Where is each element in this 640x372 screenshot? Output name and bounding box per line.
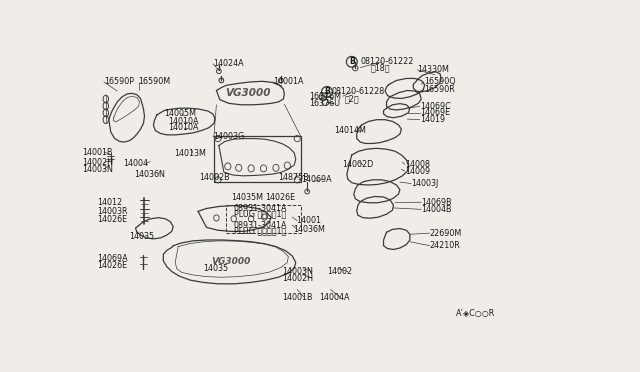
Text: 14009: 14009 xyxy=(405,167,430,176)
Text: 14036M: 14036M xyxy=(293,225,325,234)
Text: 14003N: 14003N xyxy=(282,267,313,276)
Text: 14004A: 14004A xyxy=(319,293,350,302)
Text: B: B xyxy=(324,87,330,96)
Text: 14001B: 14001B xyxy=(282,293,313,302)
Text: 14008: 14008 xyxy=(405,160,430,169)
Text: 14019: 14019 xyxy=(420,115,445,124)
Text: 24210R: 24210R xyxy=(429,241,460,250)
Bar xyxy=(227,205,301,233)
Text: 14003N: 14003N xyxy=(83,165,113,174)
Text: 14001: 14001 xyxy=(296,216,321,225)
Text: 14004: 14004 xyxy=(124,159,148,168)
Text: 14005M: 14005M xyxy=(164,109,196,118)
Text: 08120-61228: 08120-61228 xyxy=(332,87,385,96)
Text: VG3000: VG3000 xyxy=(212,257,251,266)
Bar xyxy=(214,136,301,182)
Text: 14001B: 14001B xyxy=(83,148,113,157)
Text: 14024A: 14024A xyxy=(213,59,244,68)
Text: 14069A: 14069A xyxy=(301,175,332,184)
Text: 14002H: 14002H xyxy=(282,273,314,283)
Text: B: B xyxy=(349,57,355,66)
Text: 14330M: 14330M xyxy=(417,65,449,74)
Text: 22690M: 22690M xyxy=(429,229,462,238)
Text: 16590P: 16590P xyxy=(104,77,134,86)
Text: 14875B: 14875B xyxy=(278,173,309,182)
Text: 14069A: 14069A xyxy=(97,254,128,263)
Text: （18）: （18） xyxy=(370,64,390,73)
Text: A’◈C○○R: A’◈C○○R xyxy=(456,310,495,318)
Text: 14026E: 14026E xyxy=(97,261,127,270)
Text: （2）: （2） xyxy=(344,94,359,103)
Text: 16590Q: 16590Q xyxy=(424,77,455,86)
Text: 14002: 14002 xyxy=(327,267,352,276)
Text: 14035: 14035 xyxy=(129,232,155,241)
Text: 14003G: 14003G xyxy=(213,132,244,141)
Text: 08931-3041A: 08931-3041A xyxy=(234,204,287,213)
Text: 08931-3041A: 08931-3041A xyxy=(234,221,287,230)
Text: 14010A: 14010A xyxy=(168,123,199,132)
Text: 14002B: 14002B xyxy=(199,173,230,182)
Text: VG3000: VG3000 xyxy=(225,88,270,98)
Text: 14035: 14035 xyxy=(203,264,228,273)
Text: 14013M: 14013M xyxy=(174,149,206,158)
Text: 16376M: 16376M xyxy=(310,92,342,101)
Text: 14035M: 14035M xyxy=(231,193,263,202)
Text: PLUG プラグ（1）: PLUG プラグ（1） xyxy=(234,210,286,219)
Text: 14036N: 14036N xyxy=(134,170,165,179)
Text: 14004B: 14004B xyxy=(421,205,452,214)
Text: 14012: 14012 xyxy=(97,198,122,207)
Text: 14069C: 14069C xyxy=(420,102,451,111)
Text: 08120-61222: 08120-61222 xyxy=(360,57,413,66)
Text: 16376U: 16376U xyxy=(310,99,340,108)
Text: 14010A: 14010A xyxy=(168,118,199,126)
Text: 14014M: 14014M xyxy=(335,126,366,135)
Text: 16590M: 16590M xyxy=(138,77,171,86)
Text: 16590R: 16590R xyxy=(424,84,454,93)
Text: 14026E: 14026E xyxy=(265,193,295,202)
Text: 14003J: 14003J xyxy=(412,179,438,188)
Text: 14069B: 14069B xyxy=(421,198,452,207)
Text: 14001A: 14001A xyxy=(273,77,304,86)
Text: 14069E: 14069E xyxy=(420,108,450,117)
Text: 14026E: 14026E xyxy=(97,215,127,224)
Text: 14003R: 14003R xyxy=(97,207,128,216)
Text: 14002D: 14002D xyxy=(342,160,373,169)
Text: PLUG プラグ（1）: PLUG プラグ（1） xyxy=(234,226,286,235)
Text: 14002H: 14002H xyxy=(83,158,113,167)
